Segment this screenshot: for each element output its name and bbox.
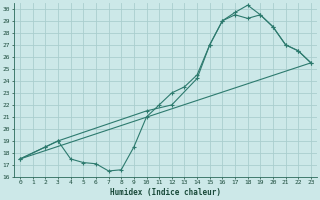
X-axis label: Humidex (Indice chaleur): Humidex (Indice chaleur) bbox=[110, 188, 221, 197]
